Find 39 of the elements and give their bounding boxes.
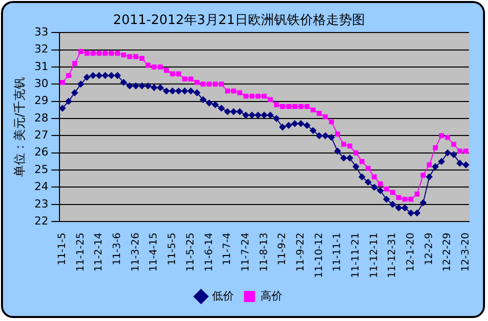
x-tick-label: 11-11-21 bbox=[350, 232, 362, 278]
x-tick-label: 11-4-15 bbox=[148, 232, 160, 272]
y-axis-title: 单位：美元/千克钒 bbox=[12, 77, 26, 178]
x-tick-label: 12-2-29 bbox=[442, 232, 454, 272]
y-tick-label: 22 bbox=[34, 214, 48, 228]
x-tick-label: 11-5-25 bbox=[185, 232, 196, 272]
x-tick-label: 11-6-14 bbox=[204, 232, 215, 272]
x-tick-label: 11-5-5 bbox=[167, 232, 178, 266]
x-tick-label: 11-12-31 bbox=[387, 232, 398, 278]
legend-label: 高价 bbox=[260, 289, 282, 302]
y-tick-label: 32 bbox=[34, 42, 48, 56]
x-tick-label: 12-3-20 bbox=[460, 232, 472, 272]
x-tick-label: 11-10-12 bbox=[314, 232, 325, 278]
x-tick-label: 11-1-25 bbox=[75, 232, 86, 272]
y-tick-label: 31 bbox=[34, 60, 48, 73]
x-tick-label: 11-7-4 bbox=[222, 232, 234, 266]
x-tick-label: 11-7-24 bbox=[240, 232, 252, 272]
x-tick-label: 11-8-13 bbox=[258, 232, 270, 272]
x-tick-label: 11-3-6 bbox=[112, 232, 124, 266]
y-tick-label: 26 bbox=[34, 146, 48, 159]
chart-title: 2011-2012年3月21日欧洲钒铁价格走势图 bbox=[113, 13, 365, 28]
y-tick-label: 24 bbox=[34, 180, 48, 194]
x-tick-label: 11-9-22 bbox=[295, 232, 306, 272]
y-tick-label: 23 bbox=[34, 197, 48, 210]
x-tick-label: 11-11-1 bbox=[332, 232, 344, 272]
x-tick-label: 11-1-5 bbox=[57, 232, 68, 266]
y-tick-label: 25 bbox=[34, 162, 48, 176]
y-tick-label: 27 bbox=[34, 128, 48, 142]
x-tick-label: 11-3-26 bbox=[130, 232, 142, 272]
x-tick-label: 12-2-9 bbox=[424, 232, 435, 266]
x-tick-label: 12-1-20 bbox=[406, 232, 417, 272]
x-tick-label: 11-12-11 bbox=[368, 232, 380, 278]
y-tick-label: 28 bbox=[34, 111, 48, 124]
y-tick-label: 29 bbox=[34, 94, 48, 108]
y-tick-label: 30 bbox=[34, 77, 48, 90]
y-tick-label: 33 bbox=[34, 25, 48, 38]
x-tick-label: 11-2-14 bbox=[94, 232, 105, 272]
legend-label: 低价 bbox=[212, 289, 234, 302]
x-tick-label: 11-9-2 bbox=[277, 232, 288, 266]
